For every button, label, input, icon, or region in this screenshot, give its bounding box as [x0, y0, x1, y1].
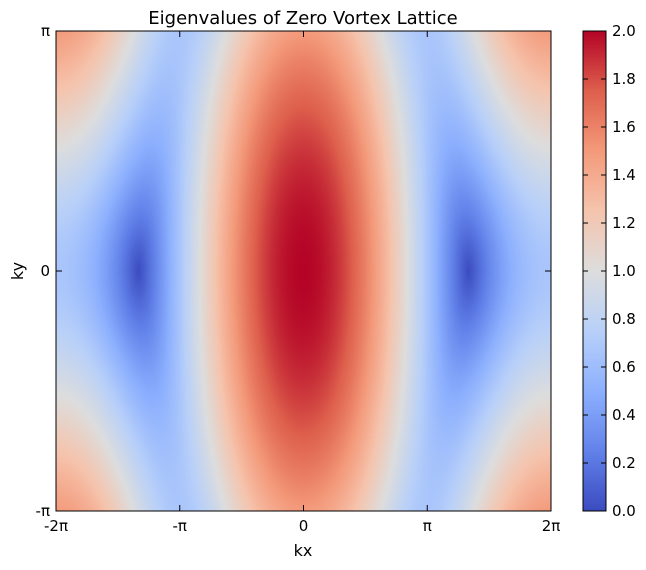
y-tick-label: 0 — [40, 262, 50, 280]
colorbar-gradient — [583, 31, 606, 511]
x-tick-label: -2π — [44, 517, 68, 535]
heatmap-image — [56, 31, 551, 511]
colorbar — [583, 31, 606, 511]
colorbar-tick-label: 1.0 — [612, 262, 636, 280]
colorbar-tick-label: 0.4 — [612, 406, 636, 424]
colorbar-tick-label: 0.8 — [612, 310, 636, 328]
colorbar-tick-label: 1.2 — [612, 214, 636, 232]
plot-frame — [55, 30, 552, 512]
colorbar-tick-label: 0.2 — [612, 454, 636, 472]
heatmap-canvas — [56, 31, 551, 511]
y-tick-label: -π — [36, 502, 50, 520]
chart-title: Eigenvalues of Zero Vortex Lattice — [148, 8, 457, 29]
x-tick-label: 2π — [542, 517, 561, 535]
colorbar-tick-label: 1.8 — [612, 70, 636, 88]
x-tick-label: -π — [173, 517, 187, 535]
colorbar-tick-label: 1.6 — [612, 118, 636, 136]
x-axis-ticks: -2π -π 0 π 2π — [44, 31, 560, 535]
y-axis-ticks: -π 0 π — [36, 22, 551, 520]
colorbar-tick-label: 0.0 — [612, 502, 636, 520]
y-tick-label: π — [41, 22, 50, 40]
y-axis-label: ky — [8, 262, 27, 280]
colorbar-ticks: 0.0 0.2 0.4 0.6 0.8 1.0 1.2 1.4 1.6 1.8 2.0 — [583, 22, 636, 520]
colorbar-tick-label: 1.4 — [612, 166, 636, 184]
colorbar-tick-label: 2.0 — [612, 22, 636, 40]
x-tick-label: π — [423, 517, 432, 535]
x-axis-label: kx — [294, 541, 313, 560]
colorbar-tick-label: 0.6 — [612, 358, 636, 376]
x-tick-label: 0 — [299, 517, 309, 535]
